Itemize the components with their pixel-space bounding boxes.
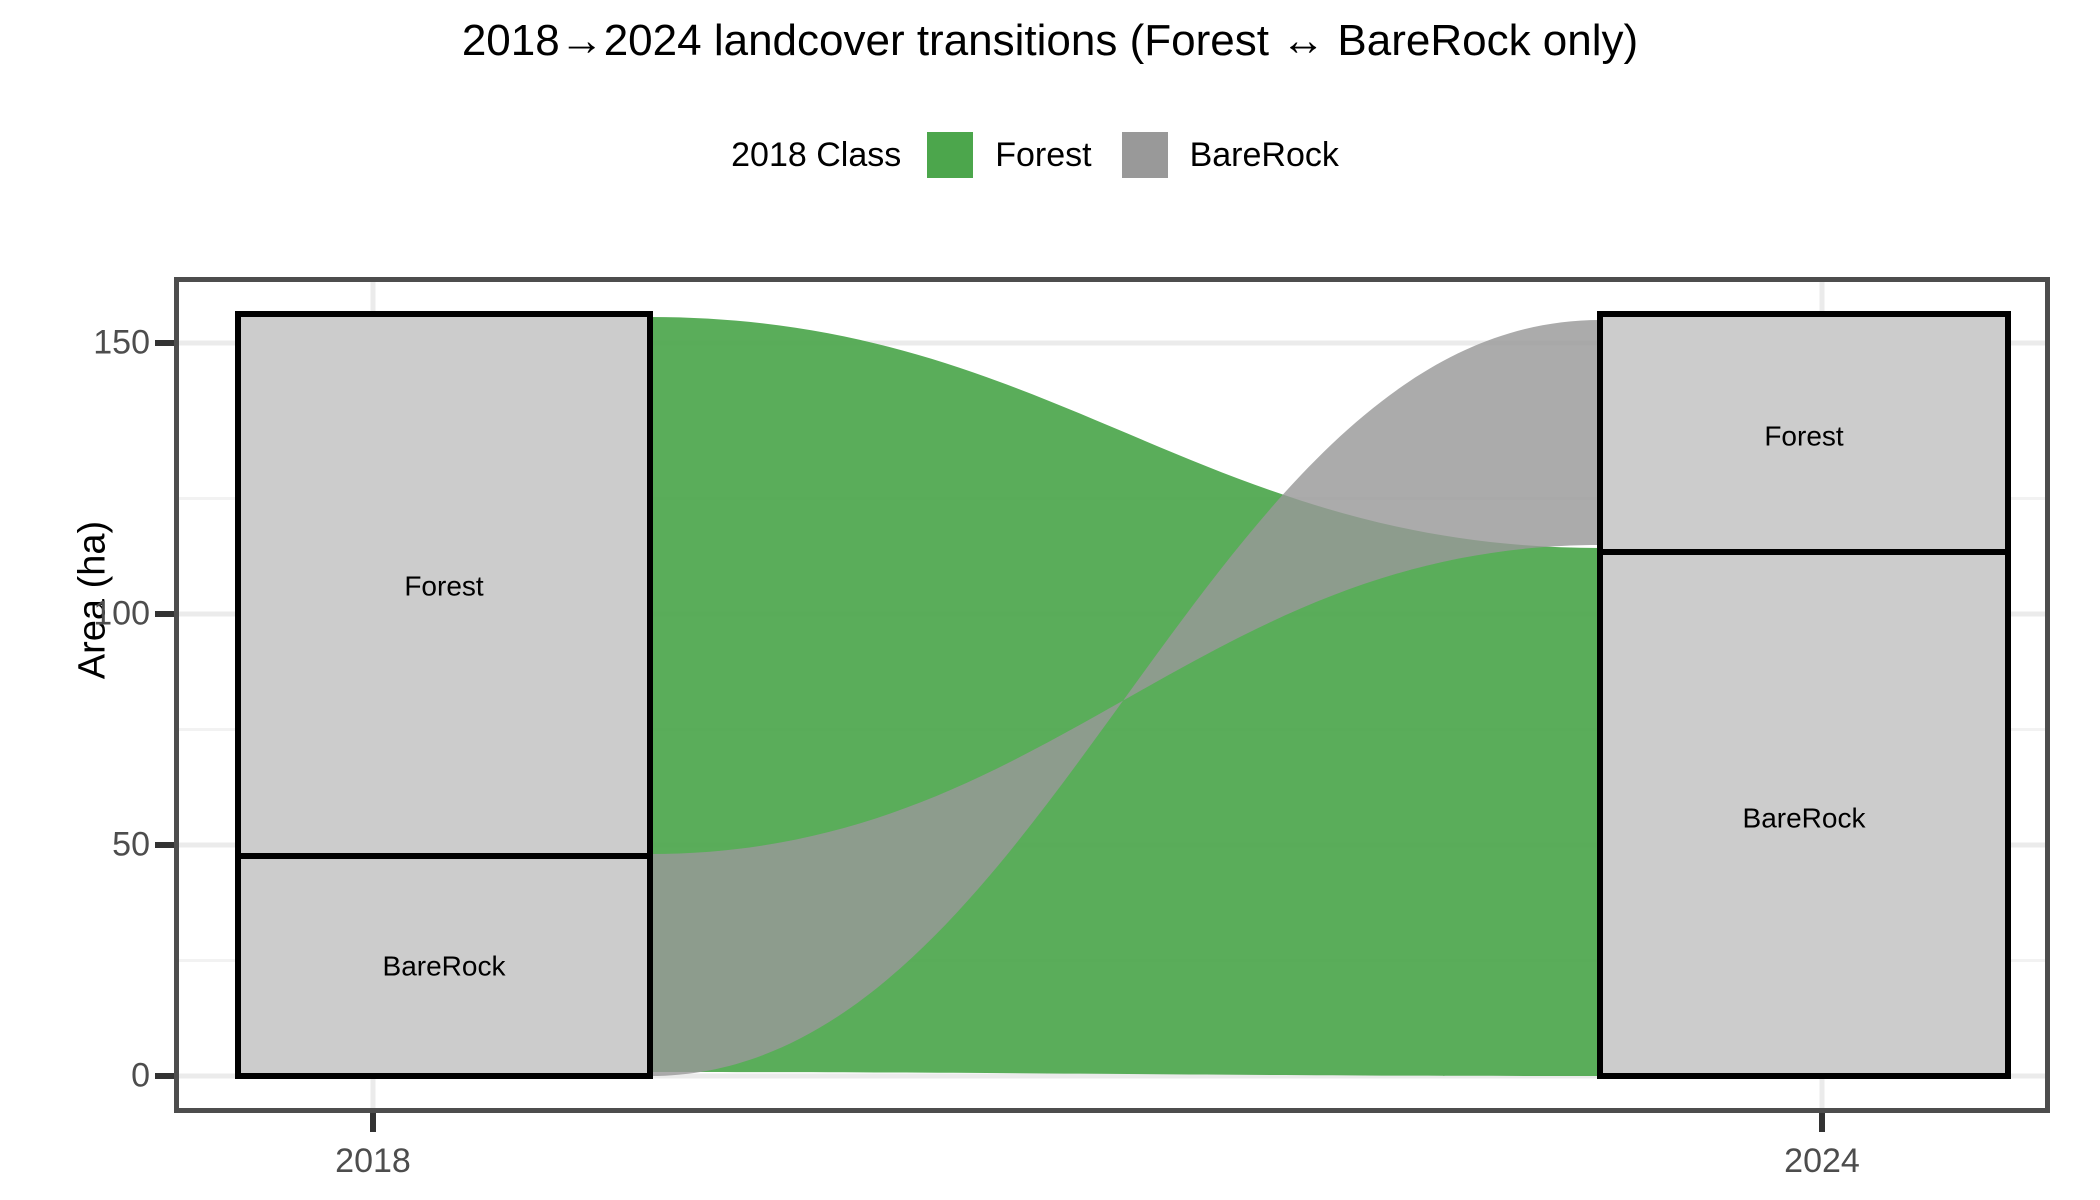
legend: 2018 Class Forest BareRock	[0, 132, 2100, 178]
flow-barerock-to-forest	[650, 320, 1600, 1076]
legend-title: 2018 Class	[731, 135, 902, 174]
stratum-2018-forest[interactable]	[235, 311, 653, 859]
stratum-label-2018-forest: Forest	[404, 570, 484, 601]
stratum-label-2024-forest: Forest	[1764, 420, 1844, 451]
y-tick-label-100: 100	[93, 594, 150, 633]
stratum-2024-forest[interactable]	[1597, 311, 2011, 555]
panel-border	[174, 277, 2050, 1113]
stratum-label-2018-barerock: BareRock	[383, 950, 507, 981]
legend-label-barerock: BareRock	[1189, 135, 1339, 174]
stratum-2024-barerock[interactable]	[1597, 549, 2011, 1079]
stratum-label-2024-barerock: BareRock	[1743, 802, 1867, 833]
stratum-2018-barerock[interactable]	[235, 853, 653, 1079]
x-tick-label-2024: 2024	[1784, 1142, 1860, 1180]
legend-swatch-barerock	[1121, 132, 1168, 178]
legend-label-forest: Forest	[995, 135, 1092, 174]
page-title: 2018→2024 landcover transitions (Forest …	[461, 16, 1639, 65]
y-tick-label-50: 50	[112, 825, 150, 864]
legend-swatch-forest	[927, 132, 974, 178]
y-tick-label-0: 0	[131, 1056, 150, 1095]
axis-ticks	[155, 340, 1825, 1132]
legend-key-barerock[interactable]: BareRock	[1121, 132, 1369, 178]
legend-key-forest[interactable]: Forest	[927, 132, 1121, 178]
y-tick-label-150: 150	[93, 323, 150, 362]
x-tick-label-2018: 2018	[335, 1142, 411, 1180]
